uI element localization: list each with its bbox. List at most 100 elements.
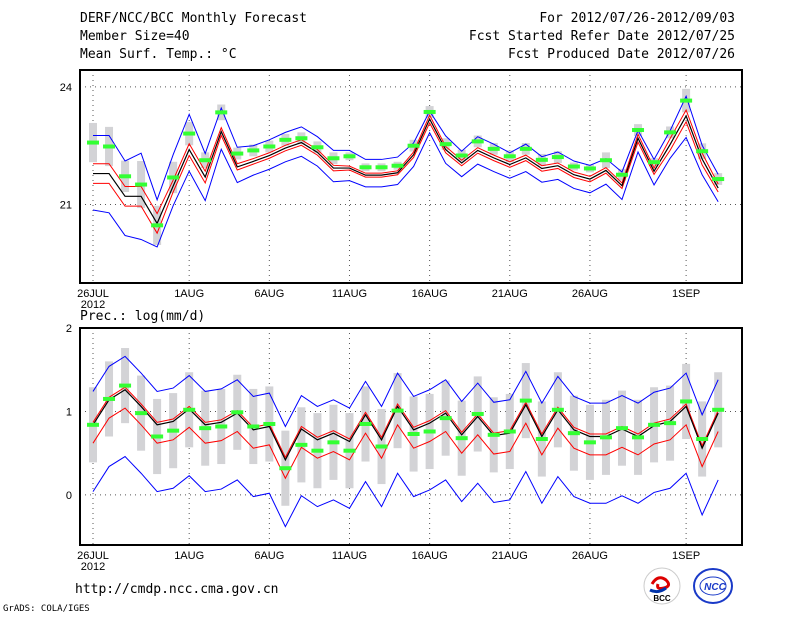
green-marker	[455, 436, 468, 441]
green-marker	[519, 146, 532, 151]
green-marker	[359, 421, 372, 426]
x-tick-label: 21AUG	[492, 550, 528, 562]
green-marker	[664, 130, 677, 135]
x-tick-label: 1SEP	[672, 550, 700, 562]
ncc-logo: NCC	[693, 568, 733, 604]
green-marker	[167, 428, 180, 433]
green-marker	[199, 158, 212, 163]
green-marker	[151, 223, 164, 228]
green-marker	[696, 437, 709, 442]
plot-frame	[79, 69, 743, 284]
source-url[interactable]: http://cmdp.ncc.cma.gov.cn	[75, 582, 279, 597]
green-marker	[359, 165, 372, 170]
green-marker	[439, 142, 452, 147]
green-marker	[311, 448, 324, 453]
green-marker	[135, 411, 148, 416]
x-tick-label: 21AUG	[492, 288, 528, 300]
green-marker	[327, 156, 340, 161]
green-marker	[455, 153, 468, 158]
forecast-started-date: Fcst Started Refer Date 2012/07/25	[468, 29, 735, 44]
green-marker	[632, 435, 645, 440]
green-marker	[215, 110, 228, 115]
y-tick-label: 21	[60, 200, 72, 212]
green-marker	[199, 426, 212, 431]
green-marker	[439, 416, 452, 421]
green-marker	[680, 98, 693, 103]
green-marker	[423, 109, 436, 114]
green-marker	[215, 424, 228, 429]
green-marker	[295, 136, 308, 141]
green-marker	[599, 158, 612, 163]
green-marker	[247, 424, 260, 429]
green-marker	[87, 140, 99, 145]
green-marker	[535, 437, 548, 442]
green-marker	[103, 144, 116, 149]
green-marker	[407, 143, 420, 148]
y-tick-label: 2	[66, 323, 72, 335]
blue-lower-line	[92, 131, 719, 248]
x-tick-label: 1AUG	[174, 550, 204, 562]
forecast-produced-date: Fcst Produced Date 2012/07/26	[508, 47, 735, 62]
green-marker	[183, 131, 196, 136]
x-tick-label: 11AUG	[332, 288, 367, 300]
green-marker	[519, 398, 532, 403]
x-tick-label: 26JUL	[77, 288, 109, 300]
green-marker	[231, 410, 244, 415]
blue-upper-line	[92, 355, 719, 428]
green-marker	[87, 422, 99, 427]
green-marker	[391, 163, 404, 168]
x-tick-label: 11AUG	[332, 550, 367, 562]
x-tick-label: 16AUG	[412, 550, 448, 562]
bcc-logo-text: BCC	[653, 594, 671, 603]
x-tick-year: 2012	[81, 299, 105, 311]
green-marker	[263, 144, 276, 149]
green-marker	[567, 431, 580, 436]
green-marker	[712, 177, 725, 182]
green-marker	[375, 165, 388, 170]
bcc-logo: BCC	[643, 567, 681, 605]
blue-lower-line	[92, 455, 719, 528]
green-marker	[391, 408, 404, 413]
chart-title: DERF/NCC/BCC Monthly Forecast	[80, 11, 307, 26]
green-marker	[615, 426, 628, 431]
green-marker	[712, 407, 725, 412]
green-marker	[680, 399, 693, 404]
green-marker	[375, 444, 388, 449]
x-tick-label: 26JUL	[77, 550, 109, 562]
green-marker	[151, 434, 164, 439]
green-marker	[119, 174, 132, 179]
green-marker	[535, 157, 548, 162]
green-marker	[423, 429, 436, 434]
green-marker	[263, 421, 276, 426]
green-marker	[343, 448, 356, 453]
green-marker	[295, 442, 308, 447]
y-tick-label: 24	[60, 82, 72, 94]
red-lower-line	[92, 407, 719, 480]
green-marker	[119, 383, 132, 388]
x-tick-label: 6AUG	[254, 550, 284, 562]
green-marker	[503, 154, 516, 159]
x-tick-label: 1SEP	[672, 288, 700, 300]
variable-label: Mean Surf. Temp.: °C	[80, 47, 237, 62]
red-lower-line	[93, 120, 719, 235]
green-marker	[632, 128, 645, 133]
green-marker	[231, 151, 244, 156]
x-tick-label: 16AUG	[412, 288, 448, 300]
green-marker	[696, 149, 709, 154]
green-marker	[167, 175, 180, 180]
y-tick-label: 0	[66, 490, 72, 502]
ensemble-mean-line	[92, 388, 719, 462]
green-marker	[503, 429, 516, 434]
green-marker	[551, 155, 564, 160]
red-upper-line	[92, 386, 719, 459]
green-marker	[247, 148, 260, 153]
blue-upper-line	[93, 94, 719, 202]
green-marker	[487, 146, 500, 151]
x-tick-year: 2012	[81, 561, 105, 573]
green-marker	[471, 411, 484, 416]
ncc-logo-text: NCC	[704, 582, 726, 593]
red-upper-line	[93, 108, 719, 215]
